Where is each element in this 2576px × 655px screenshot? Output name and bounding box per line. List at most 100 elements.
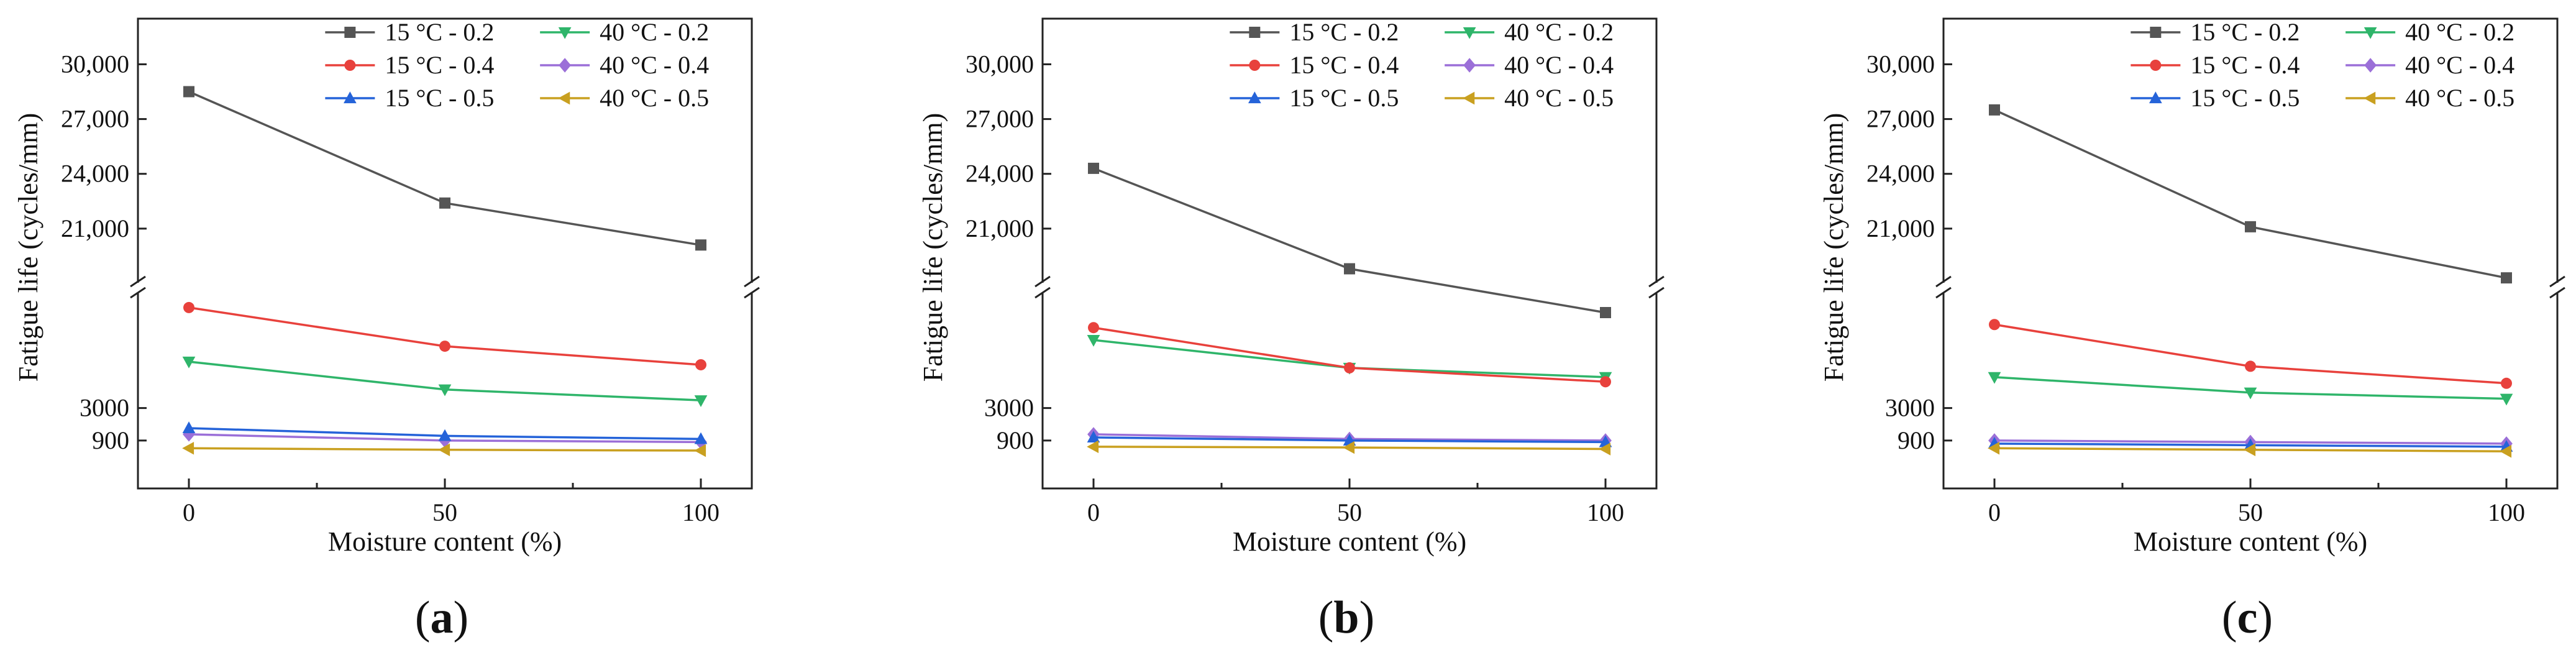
x-tick-label: 50	[1337, 498, 1362, 526]
data-point-marker	[1343, 441, 1355, 454]
panel-label-open: (	[415, 592, 431, 643]
x-tick-label: 0	[1087, 498, 1100, 526]
x-axis-title: Moisture content (%)	[2134, 526, 2367, 557]
legend-entry: 15 °C - 0.5	[2131, 84, 2300, 112]
chart-panel-a: 900 3000 21,000 24,000 27,000 30,000 0 50 100 Moi…	[13, 17, 760, 643]
legend-label: 40 °C - 0.2	[1504, 18, 1614, 46]
legend-marker	[2149, 91, 2162, 104]
y-tick-label: 900	[92, 426, 129, 454]
series-line	[188, 90, 701, 247]
legend-entry: 40 °C - 0.5	[1445, 84, 1614, 112]
axis-break-mark	[1035, 275, 1051, 288]
legend-marker	[2364, 58, 2377, 73]
data-point-marker	[1087, 335, 1100, 347]
legend-label: 15 °C - 0.2	[2190, 18, 2300, 46]
legend-entry: 40 °C - 0.5	[540, 84, 709, 112]
data-point-marker	[2245, 221, 2256, 232]
legend-entry: 40 °C - 0.2	[540, 18, 709, 46]
data-point-marker	[438, 443, 450, 457]
y-tick-label: 3000	[1885, 394, 1935, 422]
data-point-marker	[1989, 319, 2000, 331]
legend-entry: 40 °C - 0.2	[2345, 18, 2514, 46]
data-point-marker	[694, 432, 708, 444]
data-point-marker	[1088, 322, 1099, 334]
panel-label-close: )	[2257, 592, 2273, 643]
data-point-marker	[1989, 104, 2000, 116]
data-point-marker	[2244, 443, 2256, 457]
legend-marker	[558, 27, 572, 39]
data-point-marker	[182, 441, 194, 455]
x-axis-title: Moisture content (%)	[1233, 526, 1466, 557]
x-tick-label: 100	[682, 498, 719, 526]
axis-break-mark	[2549, 286, 2565, 299]
y-tick-label: 21,000	[966, 214, 1034, 242]
legend-marker	[559, 58, 572, 73]
data-point-marker	[439, 197, 450, 209]
legend-marker	[1248, 91, 1261, 104]
legend-label: 40 °C - 0.5	[1504, 84, 1614, 112]
series-line	[1994, 109, 2507, 279]
series-40-c-0-5	[1087, 440, 1611, 456]
y-tick-label: 900	[1898, 426, 1935, 454]
legend-marker	[1463, 91, 1475, 105]
data-point-marker	[1988, 372, 2001, 384]
axis-break-mark	[1935, 275, 1952, 288]
data-point-marker	[1599, 442, 1611, 456]
data-point-marker	[1087, 431, 1100, 442]
data-point-marker	[182, 421, 196, 434]
legend-marker	[2364, 27, 2377, 39]
series-line	[188, 306, 701, 366]
legend-marker	[2150, 60, 2162, 71]
x-tick-label: 0	[183, 498, 195, 526]
data-point-marker	[2501, 377, 2512, 389]
legend-label: 40 °C - 0.4	[1504, 51, 1614, 79]
y-tick-label: 27,000	[1866, 105, 1935, 133]
data-point-marker	[438, 429, 452, 441]
y-tick-label: 3000	[80, 394, 129, 422]
legend-entry: 15 °C - 0.4	[2131, 51, 2300, 79]
panel-label-letter: a	[431, 592, 454, 643]
legend-marker	[1249, 27, 1261, 38]
axis-break-mark	[130, 286, 146, 299]
axis-break-mark	[744, 275, 760, 288]
legend-entry: 15 °C - 0.5	[1230, 84, 1399, 112]
legend-entry: 40 °C - 0.2	[1445, 18, 1614, 46]
legend-entry: 40 °C - 0.4	[2345, 51, 2514, 79]
axis-break-mark	[2549, 275, 2565, 288]
data-point-marker	[2500, 444, 2512, 458]
data-point-marker	[2244, 387, 2257, 400]
series-15-c-0-2	[1989, 104, 2512, 284]
data-point-marker	[183, 301, 194, 313]
axis-break-mark	[744, 286, 760, 299]
panel-label-close: )	[454, 592, 469, 643]
panel-label-open: (	[2222, 592, 2237, 643]
data-point-marker	[1088, 162, 1099, 174]
series-15-c-0-4	[1989, 319, 2512, 389]
chart-panel-b: 900 3000 21,000 24,000 27,000 30,000 0 50 100 Moi…	[918, 17, 1665, 643]
legend-marker	[1463, 27, 1476, 39]
legend-label: 15 °C - 0.5	[1289, 84, 1399, 112]
series-40-c-0-2	[182, 356, 708, 407]
data-point-marker	[2245, 360, 2256, 372]
data-point-marker	[439, 341, 450, 352]
panel-label: (b)	[1318, 592, 1374, 643]
legend-entry: 15 °C - 0.2	[1230, 18, 1399, 46]
legend-entry: 15 °C - 0.2	[2131, 18, 2300, 46]
series-15-c-0-4	[1088, 322, 1611, 388]
legend-marker	[343, 91, 357, 104]
legend-entry: 15 °C - 0.4	[1230, 51, 1399, 79]
legend-label: 15 °C - 0.2	[1289, 18, 1399, 46]
data-point-marker	[438, 384, 452, 396]
y-tick-label: 24,000	[61, 160, 129, 188]
panel-label: (a)	[415, 592, 468, 643]
x-axis-title: Moisture content (%)	[328, 526, 562, 557]
legend-label: 40 °C - 0.4	[2405, 51, 2514, 79]
legend-label: 15 °C - 0.5	[385, 84, 494, 112]
legend-marker	[344, 60, 356, 71]
data-point-marker	[695, 359, 706, 370]
series-15-c-0-5	[182, 421, 708, 444]
x-tick-label: 100	[1587, 498, 1624, 526]
panel-label-letter: b	[1333, 592, 1359, 643]
panel-label: (c)	[2222, 592, 2273, 643]
legend-label: 15 °C - 0.4	[2190, 51, 2300, 79]
